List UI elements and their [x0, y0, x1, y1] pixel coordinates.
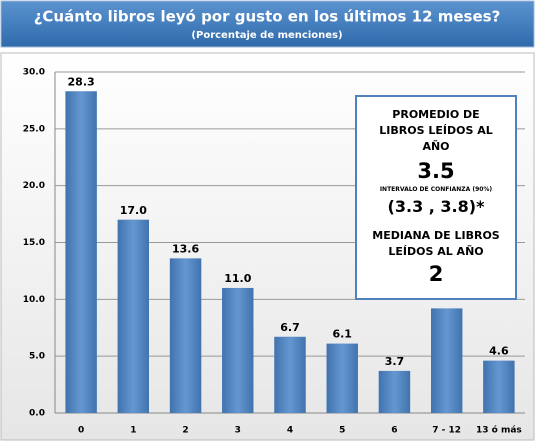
bar-shine [431, 308, 463, 413]
y-tick-label: 0.0 [29, 409, 45, 419]
y-tick-label: 10.0 [23, 295, 45, 305]
y-tick-label: 30.0 [23, 68, 45, 78]
data-label: 6.1 [332, 328, 352, 341]
bar-shine [483, 360, 515, 413]
y-tick-label: 15.0 [23, 238, 45, 248]
x-tick-label: 13 ó más [476, 425, 522, 436]
bar-shine [378, 370, 411, 413]
bar-shine [326, 343, 358, 413]
bar-shine [222, 287, 254, 413]
annotation: 2 [428, 262, 444, 286]
chart-subtitle: (Porcentaje de menciones) [191, 30, 342, 41]
y-tick-label: 20.0 [23, 181, 45, 191]
bar-shine [274, 336, 306, 413]
chart-title: ¿Cuánto libros leyó por gusto en los últ… [34, 8, 501, 26]
data-label: 4.6 [489, 345, 509, 358]
bar-shine [169, 258, 202, 413]
y-tick-label: 5.0 [29, 352, 45, 362]
data-label: 11.0 [224, 272, 251, 285]
x-tick-label: 6 [391, 426, 397, 436]
data-label: 13.6 [172, 242, 199, 255]
annotation: MEDIANA DE LIBROS LEÍDOS AL AÑO [372, 229, 500, 258]
x-tick-label: 0 [78, 426, 84, 436]
x-tick-label: 1 [130, 426, 136, 436]
x-tick-label: 3 [235, 426, 241, 436]
bar-shine [65, 91, 97, 413]
annotation: (3.3 , 3.8)* [387, 197, 485, 216]
annotation: PROMEDIO DE LIBROS LEÍDOS AL AÑO [379, 108, 493, 153]
data-label: 3.7 [385, 355, 405, 368]
data-label: 17.0 [120, 204, 147, 217]
bar-shine [117, 219, 149, 413]
x-tick-label: 2 [182, 426, 188, 436]
x-tick-label: 7 - 12 [432, 426, 461, 436]
annotation-box: PROMEDIO DE LIBROS LEÍDOS AL AÑO 3.5 INT… [355, 95, 517, 300]
annotation: 3.5 [417, 159, 455, 183]
data-label: 28.3 [68, 75, 95, 88]
x-tick-label: 4 [287, 426, 293, 436]
data-label: 6.7 [280, 321, 300, 334]
x-tick-label: 5 [339, 426, 345, 436]
title-banner [0, 0, 535, 48]
annotation: INTERVALO DE CONFIANZA (90%) [379, 186, 493, 193]
y-tick-label: 25.0 [23, 124, 45, 134]
